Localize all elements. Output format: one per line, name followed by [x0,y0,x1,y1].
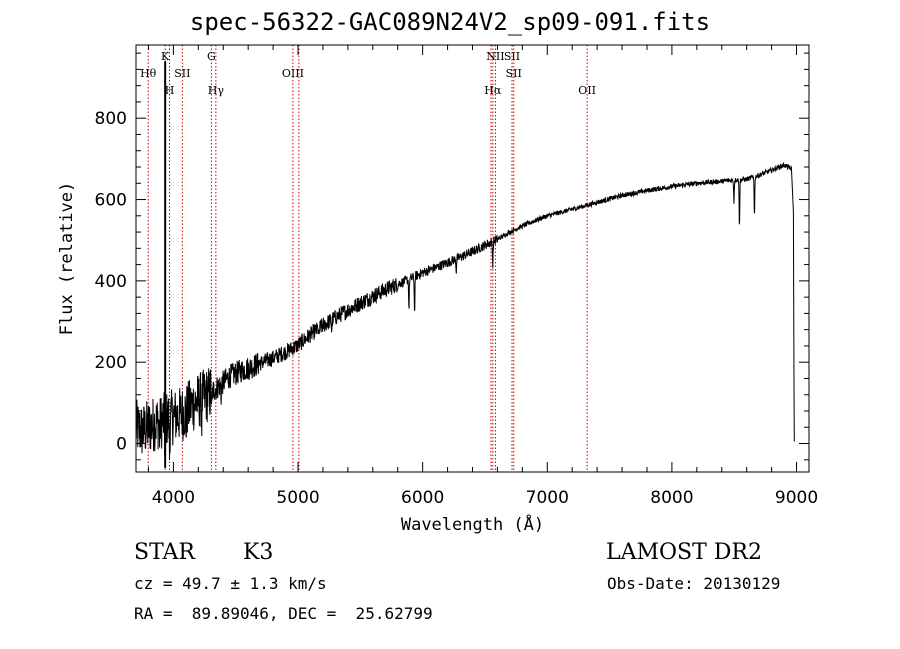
plot-frame [135,44,810,473]
y-tick-label: 600 [95,191,127,211]
survey-label: LAMOST DR2 [606,540,762,565]
subclass-label: K3 [243,540,274,565]
line-label: SII [504,50,520,63]
y-tick-label: 0 [116,435,127,455]
line-label: Hα [484,84,502,97]
line-label: Hγ [208,84,225,97]
y-axis-label: Flux (relative) [57,182,77,336]
line-label: SII [174,67,190,80]
line-label: NII [486,50,504,63]
line-label: OII [578,84,596,97]
x-tick-label: 6000 [401,488,444,508]
chart-title: spec-56322-GAC089N24V2_sp09-091.fits [189,8,711,36]
x-axis-label: Wavelength (Å) [401,513,544,535]
coords-text: RA = 89.89046, DEC = 25.62799 [134,604,433,623]
x-tick-label: 7000 [526,488,569,508]
redshift-text: cz = 49.7 ± 1.3 km/s [134,574,327,593]
x-tick-label: 9000 [775,488,818,508]
line-label: K [161,50,170,63]
line-label: H [165,84,175,97]
line-label: Hθ [140,67,157,80]
class-label: STAR [134,540,195,565]
y-tick-label: 400 [95,272,127,292]
line-label: OIII [282,67,304,80]
x-tick-label: 4000 [152,488,195,508]
y-tick-label: 200 [95,353,127,373]
spectrum-line [135,161,795,461]
line-label: SII [506,67,522,80]
x-tick-label: 5000 [276,488,319,508]
obs-date-text: Obs-Date: 20130129 [607,574,781,593]
line-label: G [207,50,216,63]
x-tick-label: 8000 [650,488,693,508]
y-tick-label: 800 [95,109,127,129]
